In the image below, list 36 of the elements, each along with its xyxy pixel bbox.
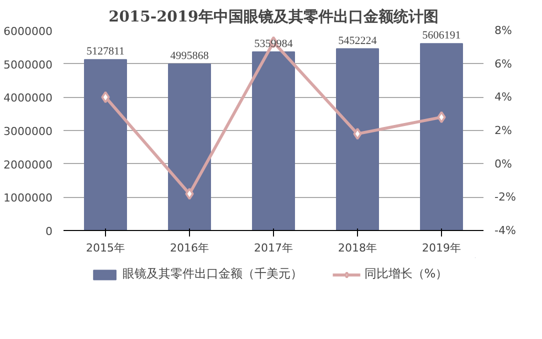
point [353,128,362,140]
bar [252,51,295,230]
text: 5359984 [254,38,293,50]
legend-label: 同比增长（%） [364,266,448,282]
chart-title: 2015-2019年中国眼镜及其零件出口金额统计图 [108,8,438,26]
y2-tick-label: -4% [494,224,516,237]
x-tick-label: 2018年 [338,242,378,254]
y2-tick-label: 0% [494,157,512,170]
x-tick-label: 2017年 [254,242,294,254]
x-tick-label: 2019年 [422,242,462,254]
y2-tick-label: 4% [494,90,512,104]
x-tick-label: 2016年 [170,242,210,254]
x-tick-label: 2015年 [86,242,126,254]
y-tick-label: 2000000 [4,158,53,172]
point [437,111,446,124]
y-tick-label: 6000000 [4,25,53,38]
y2-tick-label: 8% [494,24,512,37]
y-tick-label: 1000000 [4,192,53,205]
point [185,188,194,200]
bar [336,48,379,230]
text: 4995868 [170,50,209,62]
y2-tick-label: -2% [494,190,516,204]
y-tick-label: 3000000 [4,125,53,138]
y-tick-label: 5000000 [4,58,53,72]
text: 5452224 [338,34,377,47]
y-tick-label: 0 [46,225,52,238]
legend-label: 眼镜及其零件出口金额（千美元） [122,266,302,282]
point [101,91,110,104]
y2-tick-label: 2% [494,124,512,137]
bar [84,59,127,230]
y-tick-label: 4000000 [4,92,53,105]
text: 5606191 [422,30,461,42]
bar [168,63,211,230]
bar [420,43,463,230]
text: 5127811 [86,46,125,58]
y2-tick-label: 6% [494,57,512,70]
